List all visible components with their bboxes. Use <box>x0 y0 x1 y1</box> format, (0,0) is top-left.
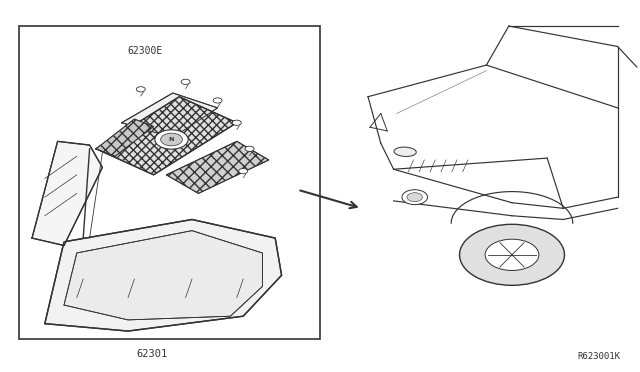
Circle shape <box>213 98 222 103</box>
Circle shape <box>245 146 254 151</box>
Circle shape <box>485 239 539 270</box>
Polygon shape <box>96 97 237 175</box>
Text: 62301: 62301 <box>136 349 167 359</box>
Polygon shape <box>32 141 102 246</box>
Circle shape <box>407 193 422 202</box>
Circle shape <box>181 79 190 84</box>
Circle shape <box>136 87 145 92</box>
Circle shape <box>460 224 564 285</box>
Bar <box>19 26 320 339</box>
Circle shape <box>161 133 182 146</box>
Polygon shape <box>122 93 218 138</box>
Text: N: N <box>169 137 174 142</box>
Ellipse shape <box>394 147 416 157</box>
Circle shape <box>239 169 248 174</box>
Circle shape <box>155 130 188 149</box>
Polygon shape <box>166 141 269 193</box>
Text: 62300E: 62300E <box>127 46 163 56</box>
Circle shape <box>232 120 241 125</box>
Polygon shape <box>96 119 154 156</box>
Text: R623001K: R623001K <box>577 352 620 361</box>
Polygon shape <box>64 231 262 320</box>
Polygon shape <box>45 219 282 331</box>
Circle shape <box>402 190 428 205</box>
